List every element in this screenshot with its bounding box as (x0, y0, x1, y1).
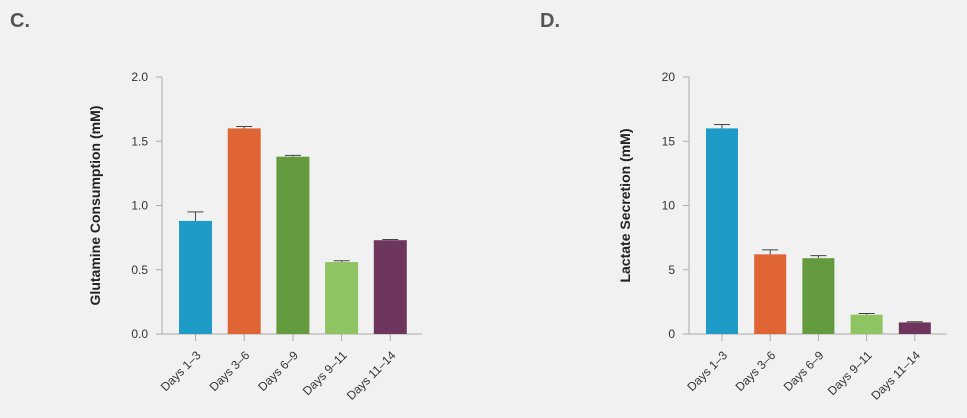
bar (373, 240, 407, 334)
bar (227, 128, 261, 334)
panel-label-c: C. (10, 10, 30, 32)
bar (179, 220, 212, 334)
x-tick-label: Days 9–11 (825, 348, 875, 398)
bar (802, 258, 835, 334)
x-tick-label: Days 1–3 (684, 348, 730, 394)
y-tick-label: 5 (668, 263, 675, 277)
bar (898, 322, 931, 334)
bar (850, 314, 883, 334)
y-tick-label: 0.0 (131, 327, 148, 341)
panel-label-d: D. (540, 10, 560, 32)
y-tick-label: 20 (662, 70, 676, 84)
x-tick-label: Days 3–6 (733, 348, 779, 394)
bar (276, 156, 310, 334)
y-tick-label: 0 (668, 327, 675, 341)
y-tick-label: 10 (662, 199, 676, 213)
y-axis-label: Glutamine Consumption (mM) (87, 106, 103, 306)
bar (706, 128, 738, 334)
y-tick-label: 15 (662, 134, 676, 148)
x-tick-label: Days 11–14 (868, 348, 923, 403)
y-tick-label: 1.0 (131, 199, 148, 213)
bar (325, 262, 359, 334)
y-tick-label: 2.0 (131, 70, 148, 84)
bar (754, 254, 787, 334)
y-tick-label: 1.5 (131, 134, 148, 148)
x-tick-label: Days 6–9 (781, 348, 827, 394)
y-tick-label: 0.5 (131, 263, 148, 277)
y-axis-label: Lactate Secretion (mM) (617, 128, 633, 282)
